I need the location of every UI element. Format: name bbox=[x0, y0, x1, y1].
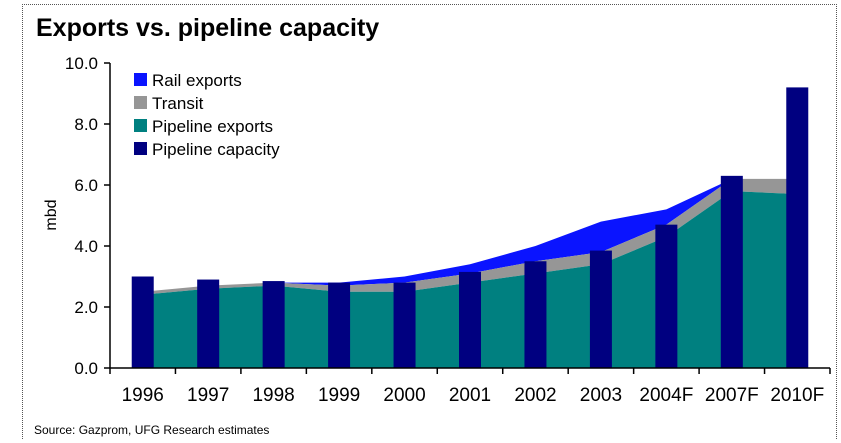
y-tick-label: 10.0 bbox=[65, 54, 98, 73]
y-tick-label: 6.0 bbox=[74, 176, 98, 195]
legend-label: Rail exports bbox=[152, 71, 242, 90]
bar-pipeline-capacity bbox=[524, 261, 547, 368]
legend-swatch bbox=[134, 96, 147, 109]
y-tick-label: 2.0 bbox=[74, 298, 98, 317]
chart-frame bbox=[22, 4, 837, 439]
bar-pipeline-capacity bbox=[262, 281, 285, 368]
bar-pipeline-capacity bbox=[459, 271, 481, 368]
x-tick-label: 2003 bbox=[580, 385, 622, 406]
source-note: Source: Gazprom, UFG Research estimates bbox=[34, 423, 270, 437]
legend-swatch bbox=[134, 142, 147, 155]
x-tick-label: 2001 bbox=[449, 385, 491, 406]
legend-label: Pipeline capacity bbox=[152, 140, 280, 159]
legend: Rail exports Transit Pipeline exports Pipel… bbox=[134, 71, 280, 159]
area-pipeline-exports bbox=[142, 191, 798, 368]
y-tick-label: 0.0 bbox=[74, 359, 98, 378]
x-tick-label: 1999 bbox=[318, 385, 360, 406]
x-tick-label: 2007F bbox=[705, 385, 759, 406]
area-rail-exports bbox=[142, 178, 798, 292]
legend-label: Pipeline exports bbox=[152, 117, 273, 136]
capacity-bars bbox=[131, 87, 809, 369]
x-tick-label: 1998 bbox=[252, 385, 294, 406]
x-tick-label: 2000 bbox=[383, 385, 425, 406]
bar-pipeline-capacity bbox=[393, 282, 416, 368]
x-tick-label: 2010F bbox=[770, 385, 824, 406]
x-tick-label: 2002 bbox=[514, 385, 556, 406]
y-axis-label: mbd bbox=[43, 199, 60, 230]
y-tick-label: 8.0 bbox=[74, 115, 98, 134]
bar-pipeline-capacity bbox=[720, 175, 743, 368]
axes: 0.0 2.0 4.0 6.0 8.0 10.0 1996 1997 1998 1999 2000 2… bbox=[65, 54, 831, 406]
bar-pipeline-capacity bbox=[786, 87, 809, 369]
legend-swatch bbox=[134, 119, 147, 132]
bar-pipeline-capacity bbox=[131, 276, 154, 368]
y-tick-label: 4.0 bbox=[74, 237, 98, 256]
bar-pipeline-capacity bbox=[589, 250, 612, 368]
bar-pipeline-capacity bbox=[197, 279, 220, 368]
x-tick-label: 2004F bbox=[639, 385, 693, 406]
legend-label: Transit bbox=[152, 94, 204, 113]
legend-swatch bbox=[134, 73, 147, 86]
x-tick-label: 1997 bbox=[187, 385, 229, 406]
chart-title: Exports vs. pipeline capacity bbox=[36, 14, 380, 42]
x-tick-label: 1996 bbox=[122, 385, 164, 406]
bar-pipeline-capacity bbox=[655, 224, 678, 368]
bar-pipeline-capacity bbox=[328, 282, 351, 368]
